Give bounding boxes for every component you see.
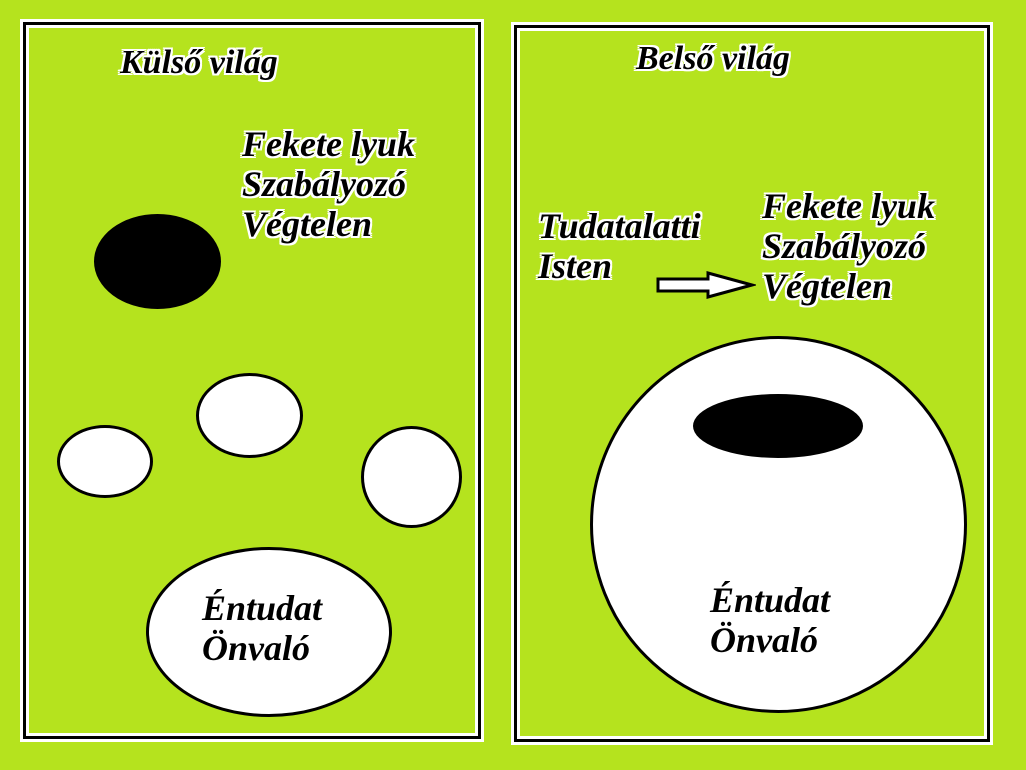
inner-label-regulator: Szabályozó [762,226,927,266]
outer-black-hole [94,214,221,309]
outer-self-ellipse [146,547,392,717]
outer-label-infinite: Végtelen [242,204,372,244]
outer-black-hole-labels: Fekete lyuk Szabályozó Végtelen [242,124,415,244]
outer-world-panel [23,22,481,739]
outer-label-self: Önvaló [202,628,310,668]
inner-label-god: Isten [538,246,613,286]
outer-label-self-awareness: Éntudat [202,588,323,628]
inner-source-labels: Tudatalatti Isten [538,206,701,286]
inner-world-panel [514,25,990,742]
outer-label-black-hole: Fekete lyuk [242,124,415,164]
inner-label-self-awareness: Éntudat [710,580,831,620]
inner-label-infinite: Végtelen [762,266,892,306]
outer-circle-right [361,426,462,528]
inner-world-title: Belső világ [636,40,790,77]
right-arrow-icon [656,271,756,299]
inner-black-hole [693,394,863,458]
outer-world-title: Külső világ [120,44,278,81]
inner-black-hole-labels: Fekete lyuk Szabályozó Végtelen [762,186,935,306]
inner-label-self: Önvaló [710,620,818,660]
outer-self-labels: Éntudat Önvaló [202,588,322,668]
outer-circle-top [196,373,303,458]
inner-label-subconscious: Tudatalatti [538,206,701,246]
outer-circle-left [57,425,153,498]
inner-self-labels: Éntudat Önvaló [710,580,830,660]
inner-label-black-hole: Fekete lyuk [762,186,935,226]
outer-label-regulator: Szabályozó [242,164,407,204]
